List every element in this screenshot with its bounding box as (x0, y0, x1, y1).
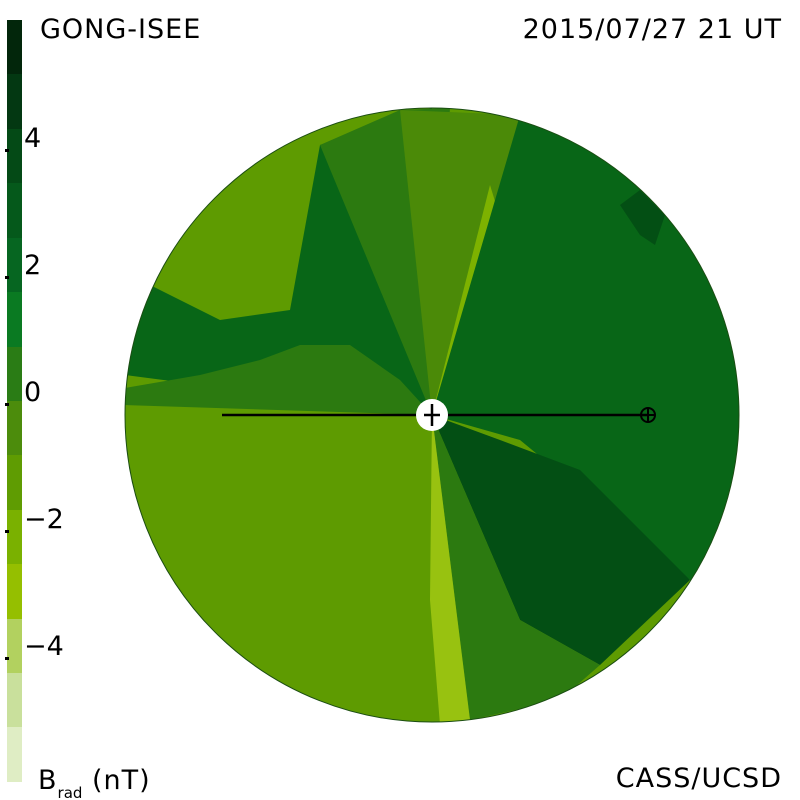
source-label: GONG-ISEE (40, 14, 202, 45)
colorbar-tick-mark (5, 403, 9, 406)
unit-symbol: B (38, 765, 58, 796)
colorbar-segment (7, 455, 22, 510)
colorbar-tick-label: −2 (24, 504, 64, 535)
colorbar-tick-mark (5, 276, 9, 279)
credit-label: CASS/UCSD (615, 763, 782, 794)
colorbar-tick-label: 4 (24, 123, 42, 154)
colorbar-segment (7, 237, 22, 293)
colorbar-tick-mark (5, 149, 9, 152)
colorbar-segment (7, 183, 22, 238)
colorbar-segment (7, 618, 22, 674)
colorbar-segment (7, 673, 22, 728)
colorbar-segment (7, 727, 22, 782)
colorbar-segment (7, 400, 22, 456)
unit-subscript: rad (57, 784, 83, 800)
colorbar-segment (7, 564, 22, 619)
field-region-band-left (125, 345, 432, 415)
colorbar-segment (7, 346, 22, 401)
colorbar (7, 20, 22, 782)
colorbar-tick-label: −4 (24, 631, 64, 662)
disc-outline (124, 107, 740, 723)
colorbar-tick-mark (5, 657, 9, 660)
colorbar-segment (7, 292, 22, 347)
colorbar-tick-label: 0 (24, 377, 42, 408)
colorbar-segment (7, 128, 22, 184)
field-region-lower-negative (430, 415, 470, 722)
colorbar-segment (7, 74, 22, 129)
field-region-lower-band (432, 415, 600, 720)
colorbar-segment (7, 509, 22, 565)
field-region-right (432, 115, 739, 600)
unit-text: (nT) (82, 765, 151, 796)
field-region-lower-right (432, 415, 690, 665)
colorbar-tick-mark (5, 530, 9, 533)
colorbar-unit-label: Brad (nT) (38, 765, 151, 800)
field-region-spot (620, 190, 665, 245)
timestamp: 2015/07/27 21 UT (522, 14, 782, 45)
colorbar-segment (7, 20, 22, 75)
colorbar-tick-label: 2 (24, 250, 42, 281)
